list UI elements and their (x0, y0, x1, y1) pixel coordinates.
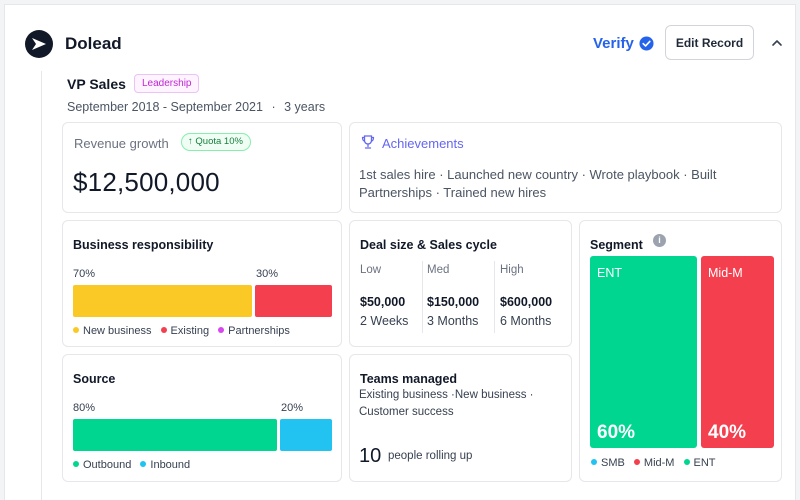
deal-cycle: 3 Months (427, 314, 479, 328)
deal-panel: Deal size & Sales cycle Low $50,000 2 We… (349, 220, 572, 347)
deal-cycle: 6 Months (500, 314, 552, 328)
teams-title: Teams managed (360, 372, 458, 386)
deal-divider (422, 261, 423, 333)
segment-legend: SMB Mid-M ENT (591, 457, 722, 469)
business-bar-segment (73, 285, 252, 317)
segment-name: ENT (597, 266, 622, 280)
dolead-logo-icon (25, 30, 53, 58)
deal-size: $150,000 (427, 295, 480, 309)
teams-count-label: people rolling up (388, 450, 473, 462)
business-responsibility-title: Business responsibility (73, 238, 214, 252)
source-pct-label: 80% (73, 402, 96, 414)
role-date-range: September 2018 - September 2021 (67, 100, 263, 114)
legend-item: Existing (160, 325, 209, 337)
deal-column-low: Low $50,000 2 Weeks (360, 261, 422, 333)
achievements-title: Achievements (382, 136, 464, 151)
verify-link[interactable]: Verify (593, 35, 634, 52)
segment-title: Segment (590, 238, 643, 252)
teams-count: 10 (359, 445, 382, 467)
legend-item: SMB (591, 457, 625, 469)
source-pct-label: 20% (281, 402, 304, 414)
legend-item: Outbound (73, 459, 131, 471)
business-bar-segment (255, 285, 332, 317)
deal-title: Deal size & Sales cycle (360, 238, 497, 252)
teams-panel: Teams managed Existing business ·New bus… (349, 354, 572, 482)
business-legend: New business Existing Partnerships (73, 325, 296, 337)
segment-name: Mid-M (708, 266, 743, 280)
legend-item: ENT (683, 457, 716, 469)
segment-block-ent: ENT 60% (590, 256, 697, 448)
edit-record-button[interactable]: Edit Record (665, 25, 754, 60)
deal-divider (494, 261, 495, 333)
deal-head: High (500, 264, 524, 276)
trophy-icon (361, 135, 375, 149)
experience-card: Dolead Verify Edit Record VP Sales Leade… (4, 4, 796, 500)
legend-item: Mid-M (633, 457, 674, 469)
role-separator: · (271, 100, 276, 114)
segment-pct: 60% (597, 422, 636, 443)
revenue-panel: Revenue growth ↑ Quota 10% $12,500,000 (62, 122, 342, 213)
business-pct-label: 70% (73, 268, 96, 280)
business-responsibility-panel: Business responsibility 70% 30% New busi… (62, 220, 342, 347)
achievements-panel: Achievements 1st sales hire · Launched n… (349, 122, 782, 213)
deal-size: $50,000 (360, 295, 406, 309)
company-name[interactable]: Dolead (65, 34, 122, 53)
chevron-up-icon[interactable] (771, 38, 783, 48)
achievements-text: 1st sales hire · Launched new country · … (359, 167, 717, 200)
info-icon[interactable]: i (653, 234, 666, 247)
quota-text: Quota 10% (195, 136, 243, 147)
arrow-up-icon: ↑ (188, 136, 193, 147)
teams-description: Existing business ·New business · Custom… (359, 389, 534, 418)
role-title: VP Sales (67, 76, 126, 92)
deal-column-high: High $600,000 6 Months (500, 261, 568, 333)
source-panel: Source 80% 20% Outbound Inbound (62, 354, 342, 482)
quota-badge: ↑ Quota 10% (181, 133, 251, 151)
source-legend: Outbound Inbound (73, 459, 196, 471)
deal-head: Low (360, 264, 382, 276)
segment-pct: 40% (708, 422, 747, 443)
revenue-value: $12,500,000 (73, 167, 220, 197)
role-dates: September 2018 - September 2021 · 3 year… (67, 100, 325, 114)
source-bar-segment (280, 419, 332, 451)
deal-column-med: Med $150,000 3 Months (427, 261, 493, 333)
role-tag: Leadership (134, 74, 200, 93)
source-bar-segment (73, 419, 277, 451)
legend-item: New business (73, 325, 151, 337)
deal-size: $600,000 (500, 295, 553, 309)
deal-cycle: 2 Weeks (360, 314, 409, 328)
deal-head: Med (427, 264, 450, 276)
segment-panel: Segment i ENT 60% Mid-M 40% SMB Mid-M EN… (579, 220, 782, 482)
legend-item: Partnerships (218, 325, 290, 337)
legend-item: Inbound (140, 459, 190, 471)
revenue-label: Revenue growth (74, 136, 169, 151)
role-duration: 3 years (284, 100, 326, 114)
business-pct-label: 30% (256, 268, 279, 280)
verified-badge-icon (639, 36, 654, 51)
timeline-line (41, 71, 42, 500)
source-title: Source (73, 372, 116, 386)
segment-block-midm: Mid-M 40% (701, 256, 774, 448)
